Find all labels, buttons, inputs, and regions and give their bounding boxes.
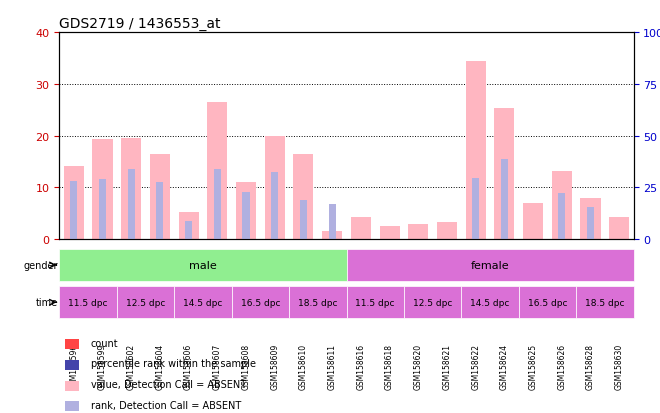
Text: 16.5 dpc: 16.5 dpc [241, 298, 280, 307]
Text: GSM158606: GSM158606 [184, 343, 193, 389]
Bar [271, 173, 279, 240]
Bar [409, 224, 428, 240]
Bar [179, 213, 199, 240]
Text: GSM158609: GSM158609 [270, 343, 279, 389]
Text: time: time [36, 297, 58, 308]
FancyBboxPatch shape [346, 249, 634, 281]
Text: GSM158607: GSM158607 [213, 343, 222, 389]
Bar [494, 109, 514, 240]
Text: GSM158616: GSM158616 [356, 343, 366, 389]
Text: 12.5 dpc: 12.5 dpc [126, 298, 165, 307]
Text: GDS2719 / 1436553_at: GDS2719 / 1436553_at [59, 17, 221, 31]
Bar [581, 198, 601, 240]
Text: gender: gender [24, 260, 58, 271]
Text: percentile rank within the sample: percentile rank within the sample [91, 358, 256, 368]
Text: GSM158624: GSM158624 [500, 343, 509, 389]
Bar [587, 207, 594, 240]
Bar [523, 204, 543, 240]
FancyBboxPatch shape [576, 287, 634, 318]
Bar [92, 140, 112, 240]
Bar [150, 155, 170, 240]
Bar [65, 360, 79, 370]
Bar [207, 103, 227, 240]
Text: 18.5 dpc: 18.5 dpc [298, 298, 337, 307]
Bar [466, 62, 486, 240]
FancyBboxPatch shape [346, 287, 404, 318]
Bar [300, 201, 307, 240]
Text: count: count [91, 338, 119, 348]
Bar [552, 171, 572, 240]
FancyBboxPatch shape [59, 249, 346, 281]
FancyBboxPatch shape [59, 287, 117, 318]
Bar [236, 183, 256, 240]
FancyBboxPatch shape [174, 287, 232, 318]
Bar [185, 221, 192, 240]
Bar [242, 192, 249, 240]
Bar [70, 182, 77, 240]
Bar [351, 218, 371, 240]
Text: GSM158608: GSM158608 [242, 343, 251, 389]
FancyBboxPatch shape [519, 287, 576, 318]
Text: female: female [471, 260, 510, 271]
Bar [501, 159, 508, 240]
Text: 12.5 dpc: 12.5 dpc [413, 298, 452, 307]
Bar [99, 179, 106, 240]
Text: GSM158620: GSM158620 [414, 343, 423, 389]
Bar [322, 232, 342, 240]
FancyBboxPatch shape [404, 287, 461, 318]
FancyBboxPatch shape [117, 287, 174, 318]
Text: GSM158618: GSM158618 [385, 343, 394, 389]
Bar [214, 170, 221, 240]
FancyBboxPatch shape [289, 287, 346, 318]
Bar [65, 339, 79, 349]
Bar [265, 136, 284, 240]
Bar [472, 178, 479, 240]
Text: GSM158610: GSM158610 [299, 343, 308, 389]
Text: GSM158622: GSM158622 [471, 343, 480, 389]
Text: 11.5 dpc: 11.5 dpc [69, 298, 108, 307]
Text: 18.5 dpc: 18.5 dpc [585, 298, 624, 307]
Bar [64, 166, 84, 240]
Bar [156, 183, 164, 240]
Text: GSM158630: GSM158630 [614, 343, 624, 389]
Text: GSM158625: GSM158625 [529, 343, 538, 389]
Bar [127, 170, 135, 240]
Bar [437, 222, 457, 240]
Bar [65, 401, 79, 411]
Bar [121, 139, 141, 240]
Bar [65, 381, 79, 391]
Text: GSM158611: GSM158611 [327, 343, 337, 389]
FancyBboxPatch shape [232, 287, 289, 318]
Text: rank, Detection Call = ABSENT: rank, Detection Call = ABSENT [91, 400, 242, 410]
Text: GSM158621: GSM158621 [442, 343, 451, 389]
Bar [609, 218, 629, 240]
Text: 14.5 dpc: 14.5 dpc [471, 298, 510, 307]
Bar [558, 193, 566, 240]
Bar [294, 154, 313, 240]
Text: GSM158599: GSM158599 [98, 343, 107, 389]
Text: GSM158604: GSM158604 [155, 343, 164, 389]
Text: 11.5 dpc: 11.5 dpc [356, 298, 395, 307]
Text: GSM158596: GSM158596 [69, 343, 79, 389]
Text: GSM158626: GSM158626 [557, 343, 566, 389]
Text: value, Detection Call = ABSENT: value, Detection Call = ABSENT [91, 379, 246, 389]
FancyBboxPatch shape [461, 287, 519, 318]
Text: 14.5 dpc: 14.5 dpc [183, 298, 222, 307]
Text: GSM158628: GSM158628 [586, 343, 595, 389]
Text: 16.5 dpc: 16.5 dpc [528, 298, 567, 307]
Text: male: male [189, 260, 217, 271]
Bar [379, 227, 399, 240]
Bar [329, 204, 336, 240]
Text: GSM158602: GSM158602 [127, 343, 136, 389]
